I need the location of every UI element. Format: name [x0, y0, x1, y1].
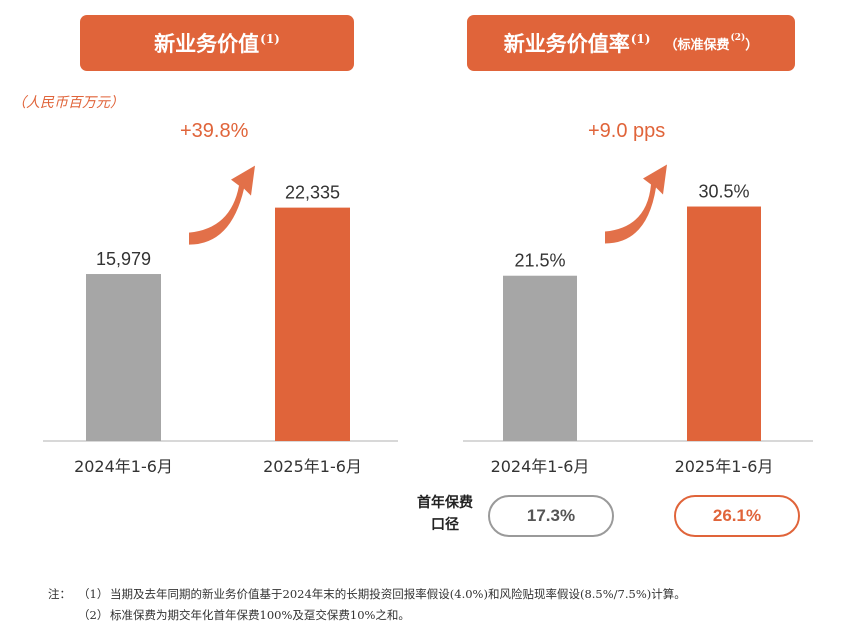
unit-label: （人民币百万元） — [12, 95, 124, 111]
fyp-2024-value: 17.3% — [488, 495, 614, 537]
nbv-category-label-1: 2024年1-6月 — [74, 457, 173, 476]
right-title-subtitle: （标准保费(2)） — [664, 33, 759, 53]
nbv-chart-svg: 15,979 2024年1-6月 22,335 2025年1-6月 +39.8% — [43, 120, 398, 476]
left-title-text: 新业务价值 — [154, 31, 260, 56]
right-subtitle-sup: (2) — [730, 33, 746, 44]
nbv-margin-value-label-2: 30.5% — [698, 182, 749, 202]
footnote-2-text: 标准保费为期交年化首年保费100%及趸交保费10%之和。 — [110, 608, 410, 622]
nbv-margin-bar-1 — [503, 275, 577, 441]
nbv-value-label-2: 22,335 — [285, 183, 340, 203]
fyp-label-line1: 首年保费 — [417, 495, 473, 511]
left-title-sup: (1) — [260, 32, 280, 46]
nbv-margin-category-label-1: 2024年1-6月 — [491, 457, 590, 476]
footnote-1-text: 当期及去年同期的新业务价值基于2024年末的长期投资回报率假设(4.0%)和风险… — [110, 587, 686, 601]
nbv-growth-label: +39.8% — [180, 120, 249, 142]
right-subtitle-close: ） — [745, 37, 759, 53]
nbv-margin-banner: 新业务价值率 (1) （标准保费(2)） — [467, 15, 795, 71]
nbv-margin-chart-svg: 21.5% 2024年1-6月 30.5% 2025年1-6月 +9.0 pps — [463, 120, 813, 476]
nbv-bar-1 — [86, 274, 161, 441]
nbv-margin-bar-2 — [687, 206, 761, 441]
nbv-margin-growth-arrow-icon — [605, 164, 667, 244]
footnote-1-num: （1） — [78, 587, 109, 601]
nbv-growth-arrow-icon — [189, 165, 255, 245]
right-title-sup: (1) — [630, 32, 651, 46]
footnote-1: 注： （1） 当期及去年同期的新业务价值基于2024年末的长期投资回报率假设(4… — [48, 584, 686, 605]
fyp-label-line2: 口径 — [431, 517, 459, 533]
first-year-premium-label: 首年保费 口径 — [405, 492, 485, 536]
nbv-margin-chart: 21.5% 2024年1-6月 30.5% 2025年1-6月 +9.0 pps — [423, 100, 846, 490]
nbv-category-label-2: 2025年1-6月 — [263, 457, 362, 476]
nbv-margin-growth-label: +9.0 pps — [588, 120, 665, 142]
fyp-2025-value: 26.1% — [674, 495, 800, 537]
nbv-margin-value-label-1: 21.5% — [514, 251, 565, 271]
nbv-margin-category-label-2: 2025年1-6月 — [675, 457, 774, 476]
nbv-bar-2 — [275, 207, 350, 441]
nbv-value-label-1: 15,979 — [96, 249, 151, 269]
right-subtitle-text: （标准保费 — [664, 37, 730, 53]
footnote-2: （2） 标准保费为期交年化首年保费100%及趸交保费10%之和。 — [48, 605, 686, 626]
new-business-value-banner: 新业务价值 (1) — [80, 15, 354, 71]
right-title-text: 新业务价值率 — [503, 31, 630, 56]
footnote-2-num: （2） — [78, 608, 109, 622]
nbv-chart: 15,979 2024年1-6月 22,335 2025年1-6月 +39.8% — [0, 100, 423, 490]
footnote-tag: 注： — [48, 587, 71, 601]
footnotes: 注： （1） 当期及去年同期的新业务价值基于2024年末的长期投资回报率假设(4… — [48, 584, 686, 626]
